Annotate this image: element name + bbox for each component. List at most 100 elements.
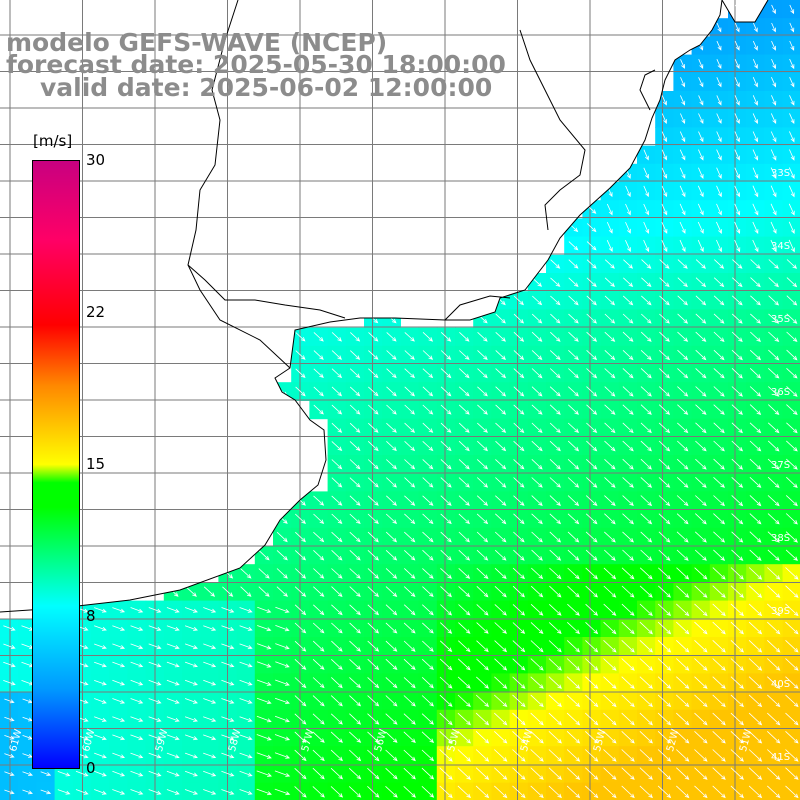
wind-arrow <box>639 676 653 689</box>
wind-arrow <box>239 716 253 722</box>
wind-arrow <box>657 603 672 617</box>
wind-arrow <box>679 131 686 143</box>
wind-arrow <box>530 585 544 598</box>
wind-arrow <box>312 677 325 689</box>
wind-arrow <box>313 550 325 561</box>
wind-arrow <box>530 604 544 616</box>
wind-arrow <box>695 277 707 288</box>
wind-arrow <box>785 495 798 507</box>
wind-arrow <box>494 586 507 598</box>
wind-arrow <box>94 770 107 777</box>
wind-arrow <box>313 604 325 616</box>
wind-arrow <box>786 277 798 288</box>
wind-arrow <box>697 203 704 216</box>
wind-arrow <box>404 459 416 470</box>
wind-arrow <box>749 386 762 397</box>
wind-arrow <box>748 749 763 762</box>
wind-arrow <box>404 495 416 506</box>
wind-arrow <box>549 549 562 561</box>
wind-arrow <box>566 731 581 744</box>
wind-arrow <box>350 350 361 360</box>
wind-arrow <box>640 477 653 488</box>
wind-arrow <box>239 698 253 704</box>
wind-speed-cell <box>509 782 529 800</box>
wind-speed-cell <box>782 637 800 656</box>
wind-arrow <box>767 731 781 744</box>
wind-arrow <box>568 259 579 269</box>
wind-arrow <box>494 658 508 671</box>
wind-arrow <box>513 295 524 306</box>
wind-arrow <box>295 531 306 543</box>
wind-arrow <box>367 459 379 470</box>
wind-arrow <box>785 658 799 671</box>
wind-arrow <box>640 513 653 525</box>
wind-arrow <box>731 386 743 397</box>
wind-arrow <box>203 716 217 722</box>
wind-arrow <box>386 495 397 506</box>
wind-arrow <box>658 386 671 397</box>
wind-arrow <box>730 694 744 708</box>
wind-arrow <box>404 386 415 397</box>
wind-arrow <box>767 458 780 470</box>
wind-arrow <box>184 752 198 759</box>
wind-arrow <box>639 694 653 708</box>
wind-arrow <box>771 22 776 33</box>
wind-arrow <box>788 203 795 216</box>
wind-arrow <box>567 567 580 580</box>
wind-arrow <box>731 440 744 452</box>
wind-arrow <box>568 295 579 306</box>
wind-arrow <box>695 368 707 379</box>
wind-arrow <box>622 313 634 324</box>
wind-arrow <box>148 643 162 650</box>
wind-arrow <box>3 661 16 668</box>
wind-arrow <box>749 349 762 361</box>
wind-arrow <box>621 658 635 671</box>
wind-arrow <box>731 495 744 507</box>
wind-arrow <box>312 640 325 652</box>
wind-arrow <box>658 567 671 580</box>
wind-arrow <box>94 752 107 759</box>
wind-arrow <box>640 458 652 470</box>
wind-arrow <box>694 767 708 780</box>
colorbar-tick: 22 <box>86 303 106 321</box>
wind-arrow <box>513 386 525 397</box>
wind-arrow <box>767 422 780 434</box>
wind-arrow <box>785 731 799 744</box>
wind-arrow <box>549 513 562 525</box>
wind-arrow <box>495 422 507 433</box>
wind-arrow <box>695 295 707 306</box>
wind-arrow <box>367 640 380 652</box>
wind-arrow <box>621 694 635 708</box>
wind-arrow <box>494 640 508 653</box>
wind-speed-cell <box>637 782 656 800</box>
wind-arrow <box>475 749 490 762</box>
wind-arrow <box>112 625 126 631</box>
wind-arrow <box>294 768 307 780</box>
wind-arrow <box>513 531 525 543</box>
wind-arrow <box>639 731 653 744</box>
wind-arrow <box>676 585 690 598</box>
wind-arrow <box>513 440 525 452</box>
wind-arrow <box>166 661 180 668</box>
wind-arrow <box>677 386 689 397</box>
wind-arrow <box>166 698 180 704</box>
wind-arrow <box>549 386 561 397</box>
wind-arrow <box>458 440 470 452</box>
wind-arrow <box>698 167 704 179</box>
wind-arrow <box>458 604 471 616</box>
wind-arrow <box>752 149 759 161</box>
wind-arrow <box>731 458 744 470</box>
wind-arrow <box>788 167 795 180</box>
wind-speed-cell <box>163 782 183 800</box>
wind-arrow <box>403 604 416 616</box>
wind-arrow <box>112 752 126 759</box>
wind-arrow <box>313 368 324 379</box>
wind-arrow <box>568 350 579 361</box>
wind-arrow <box>4 698 15 704</box>
wind-arrow <box>639 767 653 780</box>
wind-arrow <box>312 695 325 707</box>
wind-arrow <box>767 567 781 580</box>
wind-arrow <box>677 277 688 288</box>
wind-arrow <box>130 716 144 722</box>
wind-arrow <box>422 404 434 415</box>
